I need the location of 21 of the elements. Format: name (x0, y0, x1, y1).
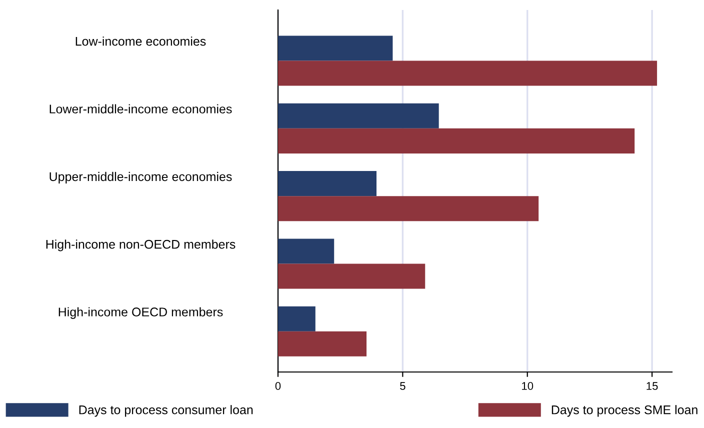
bar (278, 60, 658, 86)
legend-label: Days to process consumer loan (79, 405, 253, 417)
y-tick-label: High-income OECD members (58, 307, 223, 319)
bar (278, 196, 539, 222)
x-tick-label: 15 (646, 382, 658, 390)
bar (278, 128, 635, 154)
y-tick-label: High-income non-OECD members (46, 240, 236, 252)
bar (278, 103, 439, 128)
legend-label: Days to process SME loan (552, 405, 698, 417)
bar (278, 331, 367, 356)
bar (278, 171, 376, 196)
bar (278, 306, 316, 332)
x-tick-label: 5 (400, 382, 406, 390)
bar (278, 264, 426, 289)
x-tick-label: 10 (522, 382, 534, 390)
x-tick-label: 0 (275, 382, 281, 390)
y-tick-label: Lower-middle-income economies (50, 104, 232, 114)
y-tick-label: Low-income economies (76, 36, 206, 46)
bar (278, 36, 393, 61)
bar (278, 238, 334, 264)
y-tick-label: Upper-middle-income economies (50, 172, 232, 184)
